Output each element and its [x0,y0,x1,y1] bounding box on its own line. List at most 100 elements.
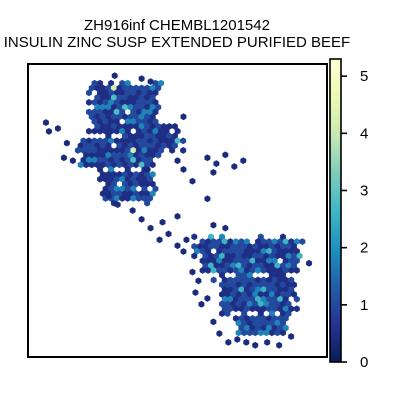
hexbin-cell [144,166,151,173]
hexbin-cell [113,127,120,135]
hexbin-cell [240,157,247,165]
chart-title-line1: ZH916inf CHEMBL1201542 [84,17,270,34]
hexbin-cell [111,72,118,80]
hexbin-cell [204,154,211,162]
hexbin-cell [116,161,123,169]
hexbin-cell [180,113,187,121]
hexbin-cell [235,329,242,337]
hexbin-cell [192,289,199,296]
hexbin-cell [195,277,202,285]
hexbin-cell [252,329,259,337]
hexbin-cell [268,329,275,337]
hexbin-cell [189,177,196,185]
hexbin-cell [133,161,140,169]
hexbin-cell [213,160,220,168]
hexbin-cell [274,329,281,337]
hexbin-cell [86,89,92,97]
hexbin-cell [279,329,286,337]
hexbin-cell [191,252,198,260]
colorbar-tick-label: 4 [360,125,368,142]
hexbin-cell [158,146,164,154]
hexbin-cell [183,236,190,244]
hexbin-cell [83,161,90,169]
hexbin-cell [97,127,104,135]
hexbin-cell [86,127,92,135]
hexbin-cell [216,330,223,337]
hexbin-cell [222,224,229,232]
hexbin-cell [180,146,187,154]
hexbin-cell [189,268,196,276]
hexbin-cell [114,201,121,209]
hexbin-cell [147,224,154,232]
hexbin-cell [306,259,313,267]
hexbin-cell [205,266,212,274]
colorbar-tick-label: 2 [360,240,368,257]
hexbin-cell [144,199,151,207]
hexbin-cell [222,151,229,159]
colorbar-tick-label: 3 [360,182,368,199]
hexbin-cell [241,329,248,337]
chart-title-line2: INSULIN ZINC SUSP EXTENDED PURIFIED BEEF [4,34,350,51]
hexbin-cell [63,139,70,147]
hexbin-cell [225,338,232,346]
hexbin-cell [234,335,241,343]
hexbin-cell [288,333,295,340]
hexbin-cell [42,119,49,127]
hexbin-cell [156,236,163,244]
hexbin-cell [243,338,250,346]
hexbin-cell [210,266,217,274]
hexbin-cell [231,163,238,170]
hexbin-cell [299,238,306,246]
hexbin-cell [210,276,217,284]
hexbin-cell [144,132,151,140]
hexbin-cell [210,168,217,176]
hexbin-cell [198,300,205,308]
hexbin-cell [77,161,84,169]
plot-frame [27,63,328,358]
hexbin-cell [180,166,187,173]
colorbar-ticks: 0 1 2 3 4 5 [341,68,368,371]
hexbin-cell [91,127,98,135]
hexbin-cell [69,157,76,165]
hexbin-cell [147,78,154,86]
hexbin-cell [45,127,52,135]
hexbin-cell [293,305,300,313]
hexbin-cell [129,207,136,214]
hexbin-cell [88,161,95,169]
hexbin-cell [124,194,131,202]
hexbin-cell [191,233,198,241]
hexbin-cell [224,310,231,318]
hexbin-cell [130,194,137,202]
hexbin-cell [204,195,211,203]
hexbin-cell [276,341,283,349]
hexbin-cells [42,72,313,349]
hexbin-cell [219,310,225,318]
hexbin-cell [288,266,295,274]
hexbin-cell [232,305,239,313]
hexbin-cell [210,221,217,229]
hexbin-cell [119,194,126,202]
hexbin-cell [138,132,145,140]
hexbin-cell [149,161,156,169]
hexbin-cell [257,329,264,337]
hexbin-cell [263,329,270,337]
hexbin-cell [252,341,259,349]
hexbin-cell [293,266,300,274]
hexbin-cell [105,192,112,200]
hexbin-cell [54,125,61,132]
hexbin-cell [60,154,67,162]
hexbin-cell [199,266,206,274]
hexbin-cell [249,305,256,313]
hexbin-cell [174,212,181,220]
hexbin-cell [97,175,104,183]
colorbar-tick-label: 5 [360,68,368,85]
hexbin-cell [133,132,140,140]
hexbin-cell [293,295,300,303]
colorbar: 0 1 2 3 4 5 [329,58,368,371]
hexbin-cell [227,266,234,274]
colorbar-gradient [330,59,341,362]
hexbin-cell [246,329,253,337]
hexbin-cell [165,230,172,238]
hexbin-cell [138,215,145,223]
